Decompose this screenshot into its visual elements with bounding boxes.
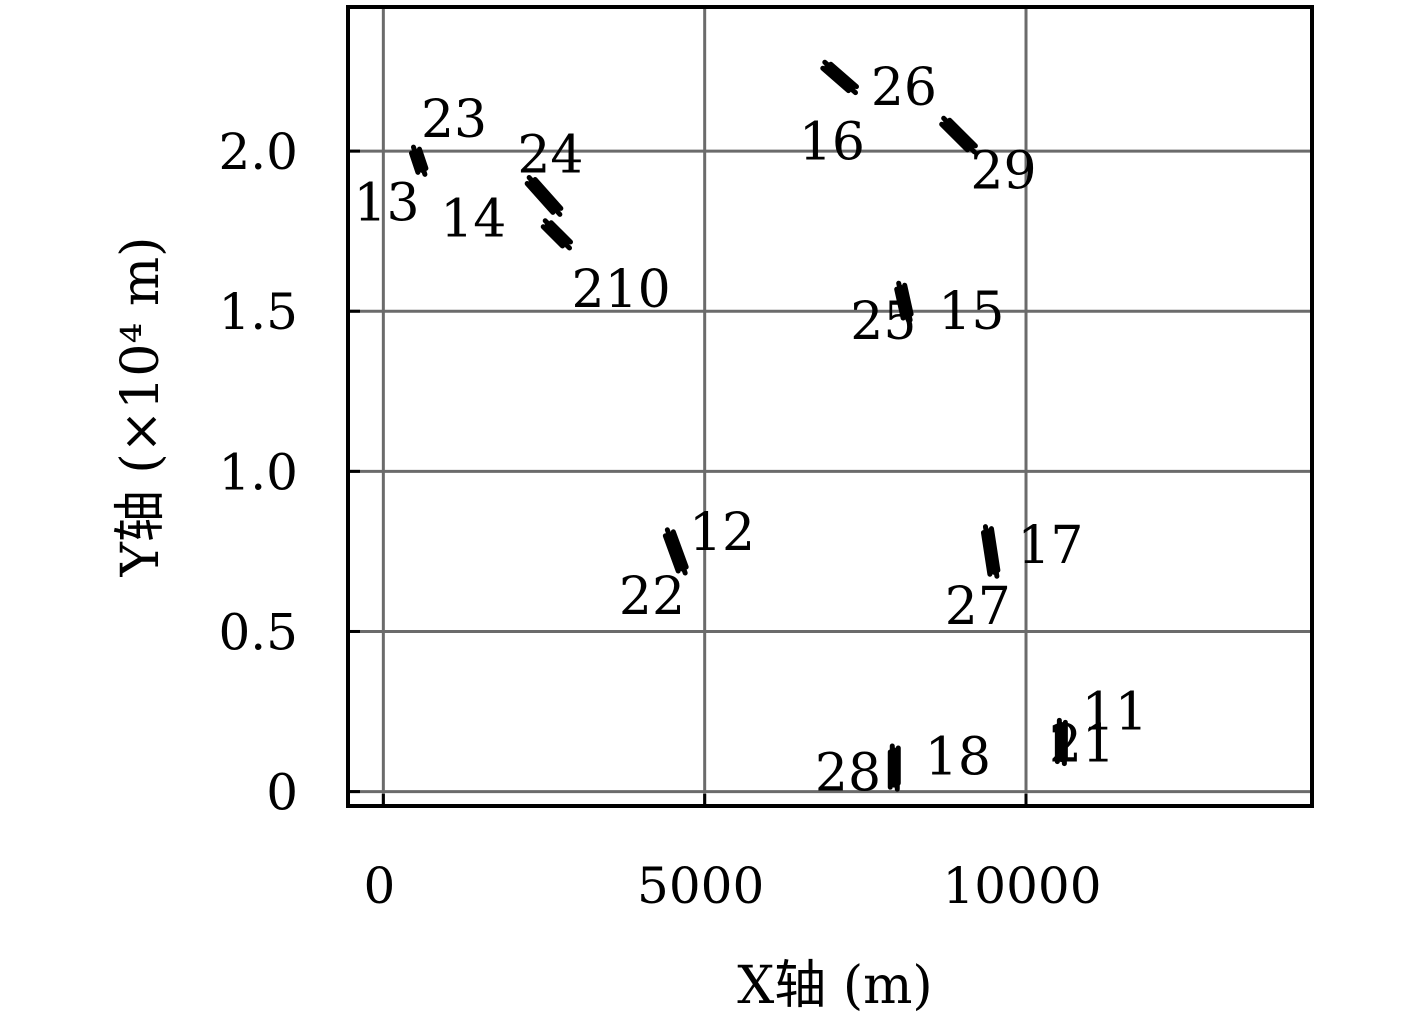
point-label: 23 <box>421 90 487 150</box>
point-label: 11 <box>1082 683 1148 743</box>
point-label: 22 <box>619 567 685 627</box>
trace-stroke <box>669 535 688 576</box>
data-cluster <box>408 144 429 177</box>
point-label: 12 <box>689 503 755 563</box>
trace-stroke <box>540 224 566 249</box>
trace-stroke <box>946 123 977 155</box>
data-cluster <box>1054 717 1068 767</box>
trace-stroke <box>670 529 689 570</box>
data-cluster <box>939 115 978 155</box>
y-tick-label: 1.0 <box>218 443 298 501</box>
y-tick-label: 0.5 <box>218 603 298 661</box>
trace-stroke <box>532 177 564 211</box>
point-label: 25 <box>850 292 916 352</box>
trace-stroke <box>901 288 913 323</box>
y-tick-label: 1.5 <box>218 283 298 341</box>
data-cluster <box>662 527 689 576</box>
point-label: 21 <box>1049 715 1115 775</box>
data-cluster <box>894 280 914 323</box>
data-cluster <box>540 218 574 251</box>
trace-stroke <box>548 220 574 245</box>
trace-stroke <box>980 530 993 577</box>
trace-stroke <box>416 146 429 171</box>
point-label: 210 <box>572 260 671 320</box>
point-label: 16 <box>799 113 865 173</box>
x-axis-label: X轴 (m) <box>737 956 932 1016</box>
point-label: 28 <box>815 743 881 803</box>
point-label: 15 <box>938 282 1004 342</box>
point-label: 26 <box>871 58 937 118</box>
x-tick-label: 0 <box>363 857 395 915</box>
trace-stroke <box>939 121 970 153</box>
trace-stroke <box>415 152 428 177</box>
point-label: 14 <box>440 189 506 249</box>
point-label: 29 <box>970 141 1036 201</box>
trace-stroke <box>827 67 858 96</box>
data-cluster <box>524 175 564 217</box>
x-tick-label: 5000 <box>637 857 764 915</box>
axis-ticks: 0 5000 10000 0 0.5 1.0 1.5 2.0 <box>218 123 1101 915</box>
plot-frame <box>346 5 1314 808</box>
trace-stroke <box>822 59 853 88</box>
trace-stroke <box>982 524 995 571</box>
data-cluster <box>820 59 859 96</box>
y-tick-label: 2.0 <box>218 123 298 181</box>
trace-stroke <box>547 226 573 251</box>
data-traces <box>408 59 1068 792</box>
point-label: 13 <box>353 173 419 233</box>
trace-stroke <box>894 286 906 321</box>
trace-stroke <box>947 117 978 149</box>
point-label: 24 <box>517 125 583 185</box>
point-label: 17 <box>1017 516 1083 576</box>
trace-stroke <box>662 533 681 574</box>
trace-stroke <box>531 183 563 217</box>
trace-stroke <box>524 181 556 215</box>
x-tick-label: 10000 <box>942 857 1101 915</box>
trace-stroke <box>408 150 421 175</box>
trace-stroke <box>987 532 1000 579</box>
grid-lines <box>348 7 1312 806</box>
trace-stroke <box>896 280 908 315</box>
point-label: 27 <box>945 577 1011 637</box>
y-tick-label: 0 <box>266 764 298 822</box>
trace-stroke <box>820 65 851 94</box>
point-label: 18 <box>925 727 991 787</box>
y-axis-label: Y轴 (×10⁴ m) <box>111 237 171 578</box>
data-cluster <box>980 524 1001 579</box>
data-cluster <box>887 743 901 792</box>
